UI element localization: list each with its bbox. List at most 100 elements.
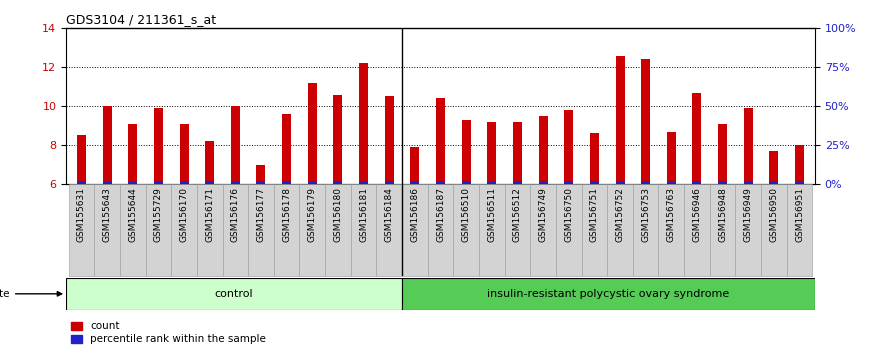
Bar [795,181,804,184]
Bar [769,181,779,184]
Text: GSM155729: GSM155729 [154,187,163,242]
Bar [402,278,815,310]
Bar [102,106,112,184]
Bar [564,110,574,184]
Bar [402,184,427,276]
Text: GSM156749: GSM156749 [538,187,548,242]
Bar [787,184,812,276]
Bar [692,181,701,184]
Bar [333,95,343,184]
Bar [530,184,556,276]
Bar [581,184,607,276]
Bar [633,184,658,276]
Bar [205,181,214,184]
Text: GSM156948: GSM156948 [718,187,727,242]
Bar [487,122,496,184]
Text: GSM156949: GSM156949 [744,187,752,242]
Bar [94,184,120,276]
Text: GSM156946: GSM156946 [692,187,701,242]
Text: GSM156177: GSM156177 [256,187,265,242]
Bar [231,106,240,184]
Bar [120,184,145,276]
Text: GSM156753: GSM156753 [641,187,650,242]
Bar [359,63,368,184]
Bar [436,181,445,184]
Bar [454,184,479,276]
Bar [744,108,752,184]
Bar [411,147,419,184]
Bar [685,184,710,276]
Bar [223,184,248,276]
Text: GSM156181: GSM156181 [359,187,368,242]
Bar [376,184,402,276]
Bar [718,181,727,184]
Text: disease state: disease state [0,289,62,299]
Bar [667,132,676,184]
Bar [180,181,189,184]
Bar [487,181,496,184]
Bar [385,97,394,184]
Bar [590,181,599,184]
Text: GSM156752: GSM156752 [616,187,625,242]
Legend: count, percentile rank within the sample: count, percentile rank within the sample [71,321,266,344]
Bar [307,181,317,184]
Text: GSM155631: GSM155631 [77,187,86,242]
Bar [196,184,223,276]
Text: GSM156751: GSM156751 [590,187,599,242]
Text: GSM155644: GSM155644 [129,187,137,241]
Bar [102,181,112,184]
Bar [667,181,676,184]
Bar [505,184,530,276]
Bar [359,181,368,184]
Bar [256,181,265,184]
Bar [154,108,163,184]
Bar [513,181,522,184]
Bar [77,135,86,184]
Bar [710,184,736,276]
Bar [129,181,137,184]
Bar [538,116,548,184]
Text: control: control [215,289,253,299]
Bar [641,59,650,184]
Bar [761,184,787,276]
Bar [77,181,86,184]
Bar [248,184,274,276]
Bar [795,145,804,184]
Bar [171,184,196,276]
Bar [479,184,505,276]
Text: GSM156187: GSM156187 [436,187,445,242]
Bar [718,124,727,184]
Bar [325,184,351,276]
Text: GSM156950: GSM156950 [769,187,779,242]
Bar [145,184,171,276]
Bar [462,181,470,184]
Text: GSM156510: GSM156510 [462,187,470,242]
Text: GSM156750: GSM156750 [564,187,574,242]
Bar [256,165,265,184]
Text: GSM156180: GSM156180 [333,187,343,242]
Text: GSM156511: GSM156511 [487,187,496,242]
Bar [300,184,325,276]
Bar [564,181,574,184]
Bar [274,184,300,276]
Text: GSM156186: GSM156186 [411,187,419,242]
Bar [590,133,599,184]
Bar [436,98,445,184]
Bar [411,181,419,184]
Bar [556,184,581,276]
Text: GSM156170: GSM156170 [180,187,189,242]
Bar [462,120,470,184]
Bar [607,184,633,276]
Text: insulin-resistant polycystic ovary syndrome: insulin-resistant polycystic ovary syndr… [487,289,729,299]
Text: GSM156184: GSM156184 [385,187,394,242]
Text: GSM156951: GSM156951 [795,187,804,242]
Bar [69,184,94,276]
Text: GSM156178: GSM156178 [282,187,291,242]
Bar [769,151,779,184]
Bar [427,184,454,276]
Text: GSM156179: GSM156179 [307,187,317,242]
Bar [351,184,376,276]
Bar [180,124,189,184]
Bar [744,181,752,184]
Bar [282,181,291,184]
